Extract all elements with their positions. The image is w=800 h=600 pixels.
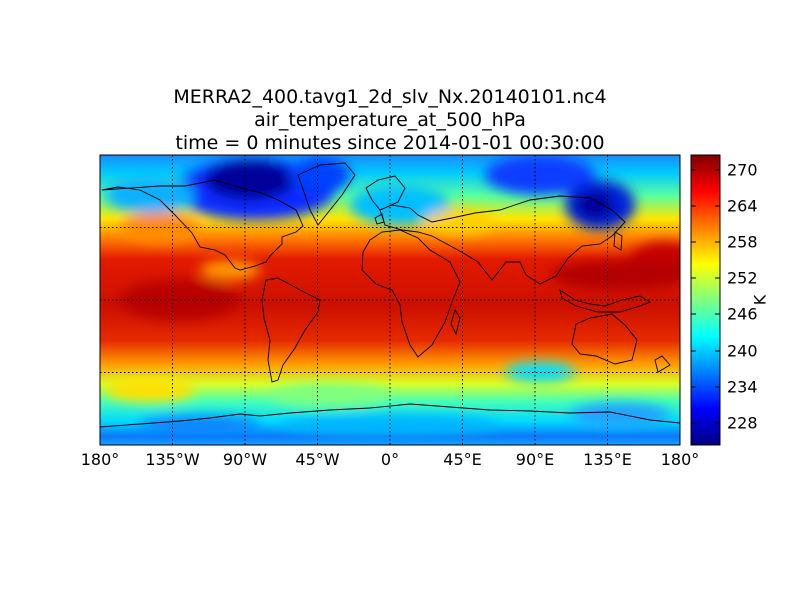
lon-tick-label: 90°W <box>222 450 268 469</box>
lon-tick-label: 90°E <box>515 450 555 469</box>
coastlines <box>100 162 680 428</box>
map-frame <box>99 154 681 446</box>
lon-tick-label: 180° <box>80 450 120 469</box>
colorbar-tick-label: 258 <box>727 232 758 252</box>
colorbar-tick-label: 234 <box>727 377 758 397</box>
lon-tick-label: 180° <box>660 450 700 469</box>
colorbar-tick-marks <box>691 169 720 424</box>
colorbar-tick-label: 270 <box>727 160 758 180</box>
map-title-line-1: MERRA2_400.tavg1_2d_slv_Nx.20140101.nc4 <box>173 86 607 108</box>
lon-tick-label: 45°W <box>295 450 340 469</box>
colorbar-unit-label: K <box>750 294 770 306</box>
lon-tick-label: 135°W <box>145 450 200 469</box>
colorbar-tick-label: 246 <box>727 304 758 324</box>
colorbar <box>690 154 721 446</box>
colorbar-tick-label: 264 <box>727 196 758 216</box>
colorbar-tick-label: 252 <box>727 268 758 288</box>
map-title-line-2: air_temperature_at_500_hPa <box>254 109 526 131</box>
graticule <box>100 155 680 445</box>
colorbar-tick-label: 228 <box>727 413 758 433</box>
lon-tick-label: 0° <box>380 450 400 469</box>
colorbar-tick-label: 240 <box>727 341 758 361</box>
lon-tick-label: 45°E <box>443 450 482 469</box>
lon-tick-label: 135°E <box>583 450 632 469</box>
map-title-line-3: time = 0 minutes since 2014-01-01 00:30:… <box>175 132 605 154</box>
